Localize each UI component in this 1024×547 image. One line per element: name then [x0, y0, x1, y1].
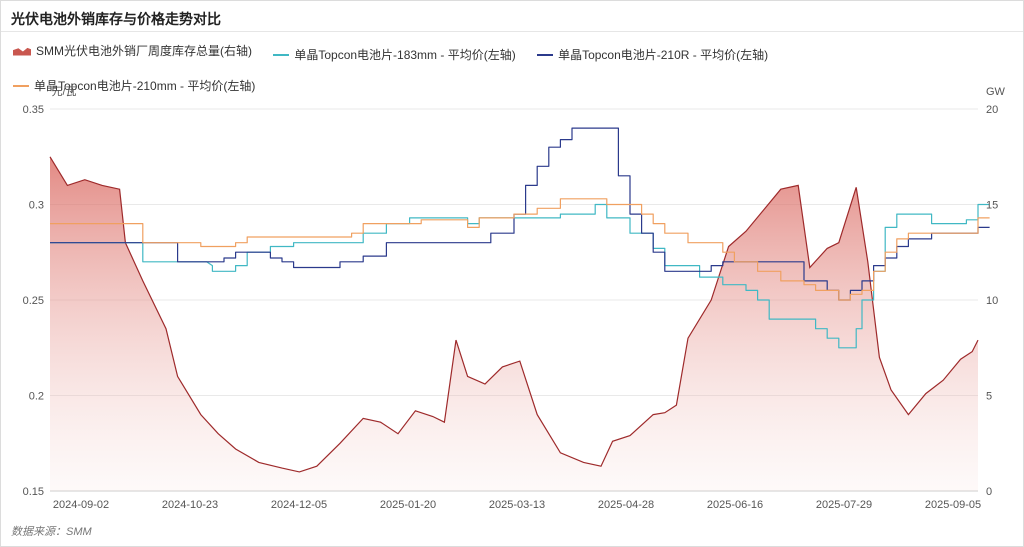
series-area-inventory [50, 156, 978, 492]
legend-swatch-210mm [13, 84, 29, 87]
y-right-tick-label: 10 [986, 295, 998, 307]
legend-swatch-inventory [13, 47, 31, 56]
legend-item-183mm[interactable]: 单晶Topcon电池片-183mm - 平均价(左轴) [273, 41, 516, 69]
y-right-unit-label: GW [986, 86, 1006, 98]
legend-label-183mm: 单晶Topcon电池片-183mm - 平均价(左轴) [294, 47, 516, 62]
y-right-tick-label: 0 [986, 486, 992, 498]
x-tick-label: 2024-10-23 [162, 499, 218, 511]
y-left-tick-label: 0.35 [23, 104, 44, 116]
y-left-unit-label: 元/瓦 [51, 86, 76, 98]
x-tick-label: 2025-04-28 [598, 499, 654, 511]
y-right-tick-label: 15 [986, 200, 998, 212]
x-tick-label: 2025-07-29 [816, 499, 872, 511]
y-left-tick-label: 0.25 [23, 295, 44, 307]
y-left-tick-label: 0.3 [29, 200, 44, 212]
chart-plot: 0.35 0.3 0.25 0.2 0.15 20 15 10 5 0 元/瓦 GW 2024-09-0… [23, 86, 1006, 511]
legend-swatch-210r [537, 53, 554, 56]
legend-label-210mm: 单晶Topcon电池片-210mm - 平均价(左轴) [34, 78, 256, 93]
x-tick-label: 2025-09-05 [925, 499, 981, 511]
legend-item-210r[interactable]: 单晶Topcon电池片-210R - 平均价(左轴) [537, 41, 768, 69]
legend-swatch-183mm [273, 53, 290, 56]
x-tick-label: 2025-03-13 [489, 499, 545, 511]
series-line-inventory [49, 156, 979, 473]
y-right-tick-label: 5 [986, 391, 992, 403]
chart-title: 光伏电池外销库存与价格走势对比 [11, 11, 221, 27]
legend-item-210mm[interactable]: 单晶Topcon电池片-210mm - 平均价(左轴) [13, 72, 255, 100]
legend-item-inventory[interactable]: SMM光伏电池外销厂周度库存总量(右轴) [13, 37, 252, 65]
x-tick-label: 2024-12-05 [271, 499, 327, 511]
y-left-tick-label: 0.15 [23, 486, 44, 498]
x-tick-label: 2024-09-02 [53, 499, 109, 511]
legend-label-inventory: SMM光伏电池外销厂周度库存总量(右轴) [36, 44, 252, 58]
x-tick-label: 2025-06-16 [707, 499, 763, 511]
y-right-tick-label: 20 [986, 104, 998, 116]
legend: SMM光伏电池外销厂周度库存总量(右轴) 单晶Topcon电池片-183mm -… [13, 37, 1013, 100]
series-line-3 [50, 198, 990, 301]
title-divider [1, 31, 1023, 32]
data-source-note: 数据来源：SMM [11, 526, 92, 538]
y-left-tick-label: 0.2 [29, 391, 44, 403]
legend-label-210r: 单晶Topcon电池片-210R - 平均价(左轴) [558, 47, 769, 62]
x-tick-label: 2025-01-20 [380, 499, 436, 511]
